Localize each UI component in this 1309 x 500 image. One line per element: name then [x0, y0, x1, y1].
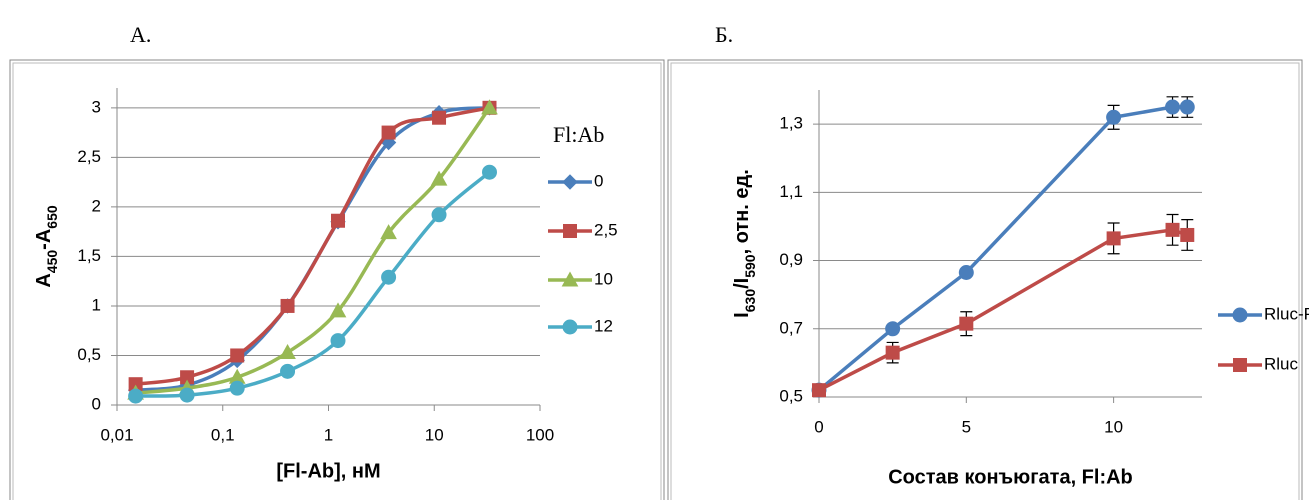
point: [380, 224, 397, 240]
x-tick-label: 10: [1104, 417, 1123, 436]
point: [1165, 222, 1180, 237]
point: [329, 302, 347, 318]
series-line: [135, 106, 490, 392]
legend-marker: [563, 224, 577, 238]
legend-label: 2,5: [594, 220, 618, 239]
point: [128, 388, 144, 404]
legend-label: 12: [594, 316, 613, 335]
legend-marker: [562, 319, 578, 335]
legend-marker: [562, 174, 578, 190]
point: [280, 298, 295, 313]
point: [330, 333, 346, 349]
y-axis-title-part: 630: [742, 289, 758, 313]
y-axis-title-part: /I: [731, 278, 753, 289]
point: [958, 264, 974, 280]
y-tick-label: 1,3: [779, 114, 803, 133]
y-axis-title-part: 450: [44, 250, 60, 274]
y-axis-title: I630/I590, отн. ед.: [731, 169, 757, 318]
point: [179, 387, 195, 403]
y-tick-label: 3: [92, 97, 101, 116]
point: [959, 316, 974, 331]
y-axis-title-part: 590: [742, 254, 758, 278]
y-tick-label: 1,1: [779, 182, 803, 201]
y-axis-title: A450-A650: [33, 205, 59, 287]
legend-label: Rluc-Pg: [1264, 304, 1309, 323]
point: [1106, 109, 1122, 125]
y-tick-label: 0,7: [779, 318, 803, 337]
point: [885, 321, 901, 337]
legend-title: Fl:Ab: [553, 122, 604, 147]
y-axis-title-part: -A: [33, 229, 55, 250]
series-line: [135, 106, 490, 386]
point: [279, 343, 296, 359]
legend-marker: [1232, 307, 1248, 323]
point: [230, 348, 245, 363]
y-tick-label: 2: [92, 196, 101, 215]
y-tick-label: 0,9: [779, 250, 803, 269]
series-line: [135, 170, 491, 398]
point: [381, 269, 397, 285]
y-axis-title-part: I: [731, 312, 753, 318]
x-axis-title: [Fl-Ab], нМ: [276, 460, 380, 482]
point: [280, 363, 296, 379]
series-line: [135, 106, 491, 395]
x-axis-title: Состав конъюгата, Fl:Ab: [888, 466, 1133, 488]
legend-marker: [1233, 358, 1247, 372]
legend-label: Rluc: [1264, 354, 1299, 373]
y-tick-label: 0: [92, 394, 101, 413]
x-tick-label: 1: [324, 425, 333, 444]
point: [481, 99, 498, 115]
x-tick-label: 0,01: [100, 425, 133, 444]
frame-b: [667, 59, 1303, 500]
x-tick-label: 10: [425, 425, 444, 444]
series-line: [817, 105, 1188, 392]
point: [812, 383, 826, 398]
y-tick-label: 1,5: [77, 246, 101, 265]
legend-label: 0: [594, 171, 603, 190]
point: [481, 164, 497, 180]
panel-label: А.: [130, 22, 151, 47]
y-tick-label: 0,5: [779, 386, 803, 405]
x-tick-label: 0,1: [211, 425, 235, 444]
point: [432, 110, 447, 125]
point: [1180, 227, 1195, 242]
panel-label: Б.: [715, 22, 733, 47]
y-tick-label: 1: [92, 295, 101, 314]
series-line: [818, 228, 1188, 392]
y-tick-label: 0,5: [77, 345, 101, 364]
y-axis-title-part: A: [33, 273, 55, 287]
y-tick-label: 2,5: [77, 147, 101, 166]
point: [229, 380, 245, 396]
point: [331, 213, 346, 228]
y-axis-title-part: 650: [44, 205, 60, 229]
legend-label: 10: [594, 269, 613, 288]
x-tick-label: 5: [962, 417, 971, 436]
x-tick-label: 0: [814, 417, 823, 436]
point: [431, 207, 447, 223]
point: [381, 125, 396, 140]
point: [885, 345, 900, 360]
frame-b-inner: [670, 62, 1300, 500]
frame-a-inner: [12, 62, 662, 500]
point: [1106, 231, 1121, 246]
legend-marker: [561, 271, 579, 287]
point: [1179, 99, 1195, 115]
frame-a: [9, 59, 665, 500]
point: [1165, 99, 1181, 115]
y-axis-title-part: , отн. ед.: [731, 169, 753, 254]
x-tick-label: 100: [526, 425, 554, 444]
point: [430, 170, 448, 186]
